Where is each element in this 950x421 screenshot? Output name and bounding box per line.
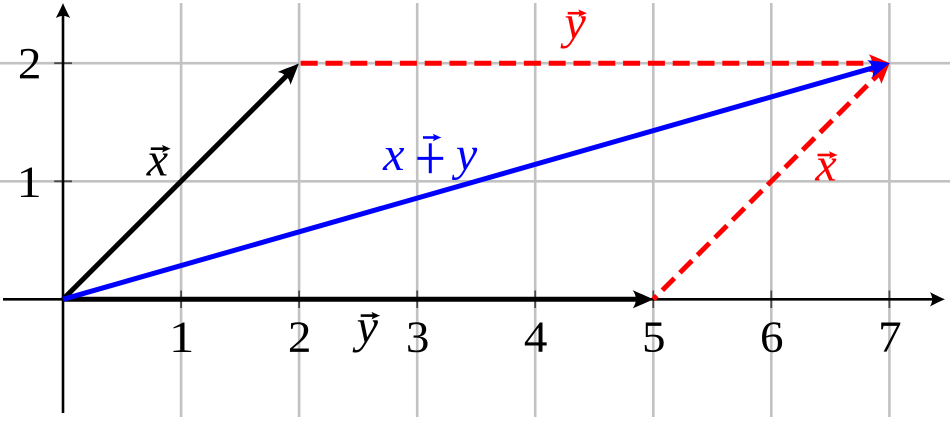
svg-text:x: x [382,128,404,181]
svg-text:1: 1 [169,314,194,362]
svg-text:3: 3 [406,312,430,361]
svg-text:7: 7 [878,312,902,361]
svg-text:y: y [352,300,379,353]
svg-text:2: 2 [288,312,312,361]
svg-text:x: x [146,134,168,187]
svg-text:1: 1 [17,158,42,206]
svg-text:4: 4 [524,312,548,361]
svg-text:y: y [560,0,587,50]
svg-text:x: x [814,139,836,192]
svg-text:5: 5 [642,312,666,361]
svg-text:6: 6 [760,312,784,361]
svg-text:2: 2 [18,38,42,87]
svg-text:y: y [451,128,478,181]
